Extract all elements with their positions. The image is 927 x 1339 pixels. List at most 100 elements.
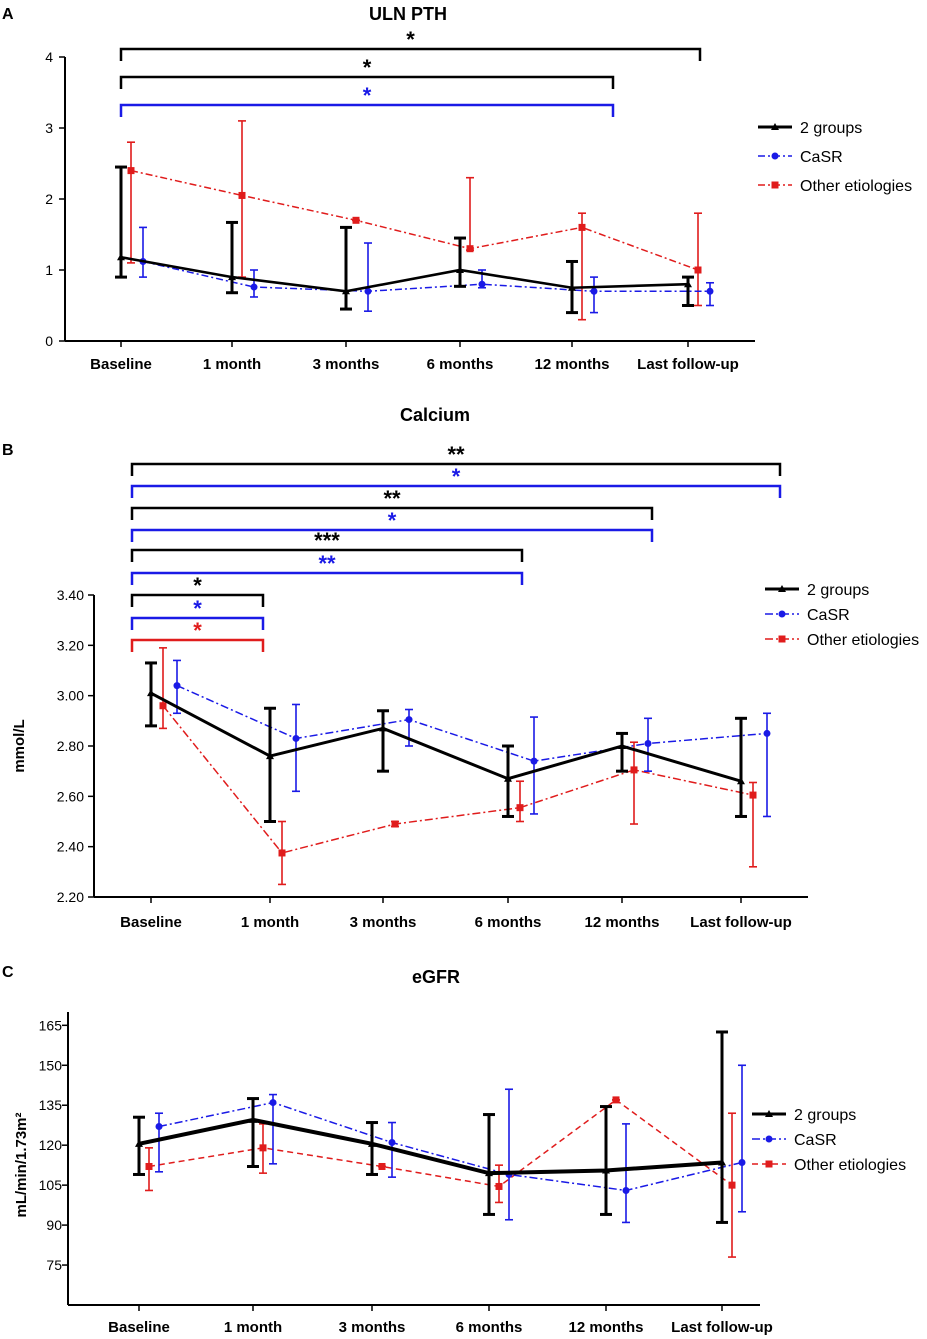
data-point [145,1162,153,1170]
data-point [278,849,286,857]
y-tick-label: 4 [45,49,53,65]
significance-stars: ** [318,551,336,576]
chart-title-a: ULN PTH [369,4,447,24]
series-line [162,705,754,854]
significance-stars: * [193,596,202,621]
y-axis-label-c: mL/min/1.73m² [13,1112,30,1217]
data-point [568,283,576,291]
data-point [378,1162,386,1170]
x-tick-label: Last follow-up [690,914,792,931]
significance-bracket [130,506,654,520]
series-line [130,169,699,271]
legend-label: 2 groups [807,582,869,599]
legend-label: CaSR [807,607,850,624]
y-tick-label: 135 [39,1097,63,1113]
x-tick-label: 3 months [339,1319,406,1336]
data-point [379,724,387,732]
data-point [466,245,474,253]
x-tick-label: 12 months [584,914,659,931]
y-tick-label: 75 [46,1257,62,1273]
series-line [148,1098,733,1188]
data-point [485,1169,493,1177]
data-point [763,729,771,737]
data-point [342,287,350,295]
significance-stars: * [193,618,202,643]
legend-label: CaSR [800,149,843,166]
panel-b: B Calcium mmol/L 2.20 2.40 2.60 2.80 3.00 3.2… [2,405,919,931]
significance-bracket [130,571,524,585]
x-tick-label: 3 months [313,356,380,373]
y-tick-label: 105 [39,1177,63,1193]
significance-stars: *** [314,528,340,553]
data-point [612,1096,620,1104]
panel-letter-c: C [2,964,14,981]
data-point [684,280,692,288]
y-tick-label: 3.00 [57,688,84,704]
legend-label: 2 groups [794,1107,856,1124]
data-point [249,1115,257,1123]
data-point [622,1186,630,1194]
legend-marker [765,1110,773,1117]
data-point [269,1099,277,1107]
data-point [352,216,360,224]
data-point [391,820,399,828]
data-point [590,287,598,295]
legend-label: CaSR [794,1132,837,1149]
series-line [158,1101,743,1192]
series-line [176,684,768,762]
significance-stars: * [452,464,461,489]
data-point [456,266,464,273]
significance-bracket [130,593,265,607]
y-tick-label: 2.20 [57,889,84,905]
data-point [630,766,638,774]
series-line [120,255,689,293]
x-tick-label: 12 months [534,356,609,373]
chart-title-c: eGFR [412,967,460,987]
y-tick-label: 3.40 [57,587,84,603]
data-point [749,791,757,799]
plot-area-b: 2.20 2.40 2.60 2.80 3.00 3.20 3.40 Baseline 1 mo… [57,442,919,931]
legend-label: Other etiologies [807,632,919,649]
y-tick-label: 3 [45,120,53,136]
significance-stars: * [363,55,372,80]
data-point [728,1181,736,1189]
data-point [250,283,258,291]
x-tick-label: 1 month [203,356,261,373]
data-point [738,1158,746,1166]
data-point [388,1139,396,1147]
panel-a: A ULN PTH 0 1 2 3 4 Baseline 1 month 3 months 6 … [2,4,912,373]
data-point [706,287,714,295]
data-point [602,1166,610,1174]
legend-marker [778,585,786,592]
y-tick-label: 2.60 [57,788,84,804]
y-tick-label: 3.20 [57,637,84,653]
series-line [138,1117,723,1176]
x-tick-label: Last follow-up [671,1319,773,1336]
legend-marker [778,635,786,643]
x-tick-label: 1 month [224,1319,282,1336]
significance-bracket [130,528,654,542]
x-tick-label: 3 months [350,914,417,931]
significance-stars: * [388,508,397,533]
data-point [117,253,125,261]
data-point [259,1144,267,1152]
significance-bracket [130,548,524,562]
x-tick-label: 6 months [475,914,542,931]
legend-label: Other etiologies [800,178,912,195]
significance-stars: ** [383,486,401,511]
series-line [150,691,742,783]
data-point [173,682,181,690]
significance-bracket [119,103,615,117]
x-tick-label: 1 month [241,914,299,931]
panel-letter-b: B [2,442,14,459]
data-point [364,287,372,295]
legend-label: 2 groups [800,120,862,137]
y-tick-label: 165 [39,1017,63,1033]
data-point [478,280,486,288]
series-line [142,260,710,293]
data-point [644,739,652,747]
panel-letter-a: A [2,6,14,23]
y-tick-label: 0 [45,333,53,349]
y-tick-label: 120 [39,1137,63,1153]
significance-stars: * [193,573,202,598]
